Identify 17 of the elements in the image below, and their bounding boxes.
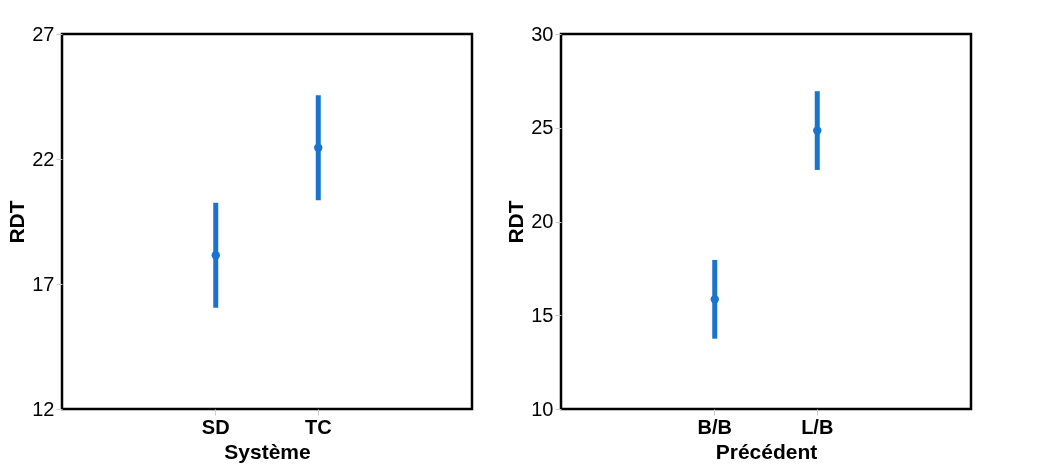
y-axis-title: RDT (5, 200, 29, 244)
x-axis-title: Précédent (715, 439, 818, 463)
y-tick-label: 25 (531, 116, 554, 139)
y-tick-label: 17 (32, 272, 55, 295)
y-tick-label: 22 (32, 147, 55, 170)
y-axis-title: RDT (504, 200, 528, 244)
y-tick-label: 15 (531, 303, 554, 326)
x-tick-label: SD (201, 415, 230, 438)
y-tick-label: 27 (32, 22, 55, 45)
y-tick-label: 12 (32, 397, 55, 420)
x-tick-label: L/B (801, 415, 834, 438)
y-tick-label: 30 (531, 22, 554, 45)
x-tick-label: TC (304, 415, 332, 438)
y-tick-label: 20 (531, 210, 554, 232)
x-axis-title: Système (224, 439, 311, 463)
y-tick-label: 10 (531, 397, 554, 420)
x-tick-label: B/B (697, 415, 732, 438)
